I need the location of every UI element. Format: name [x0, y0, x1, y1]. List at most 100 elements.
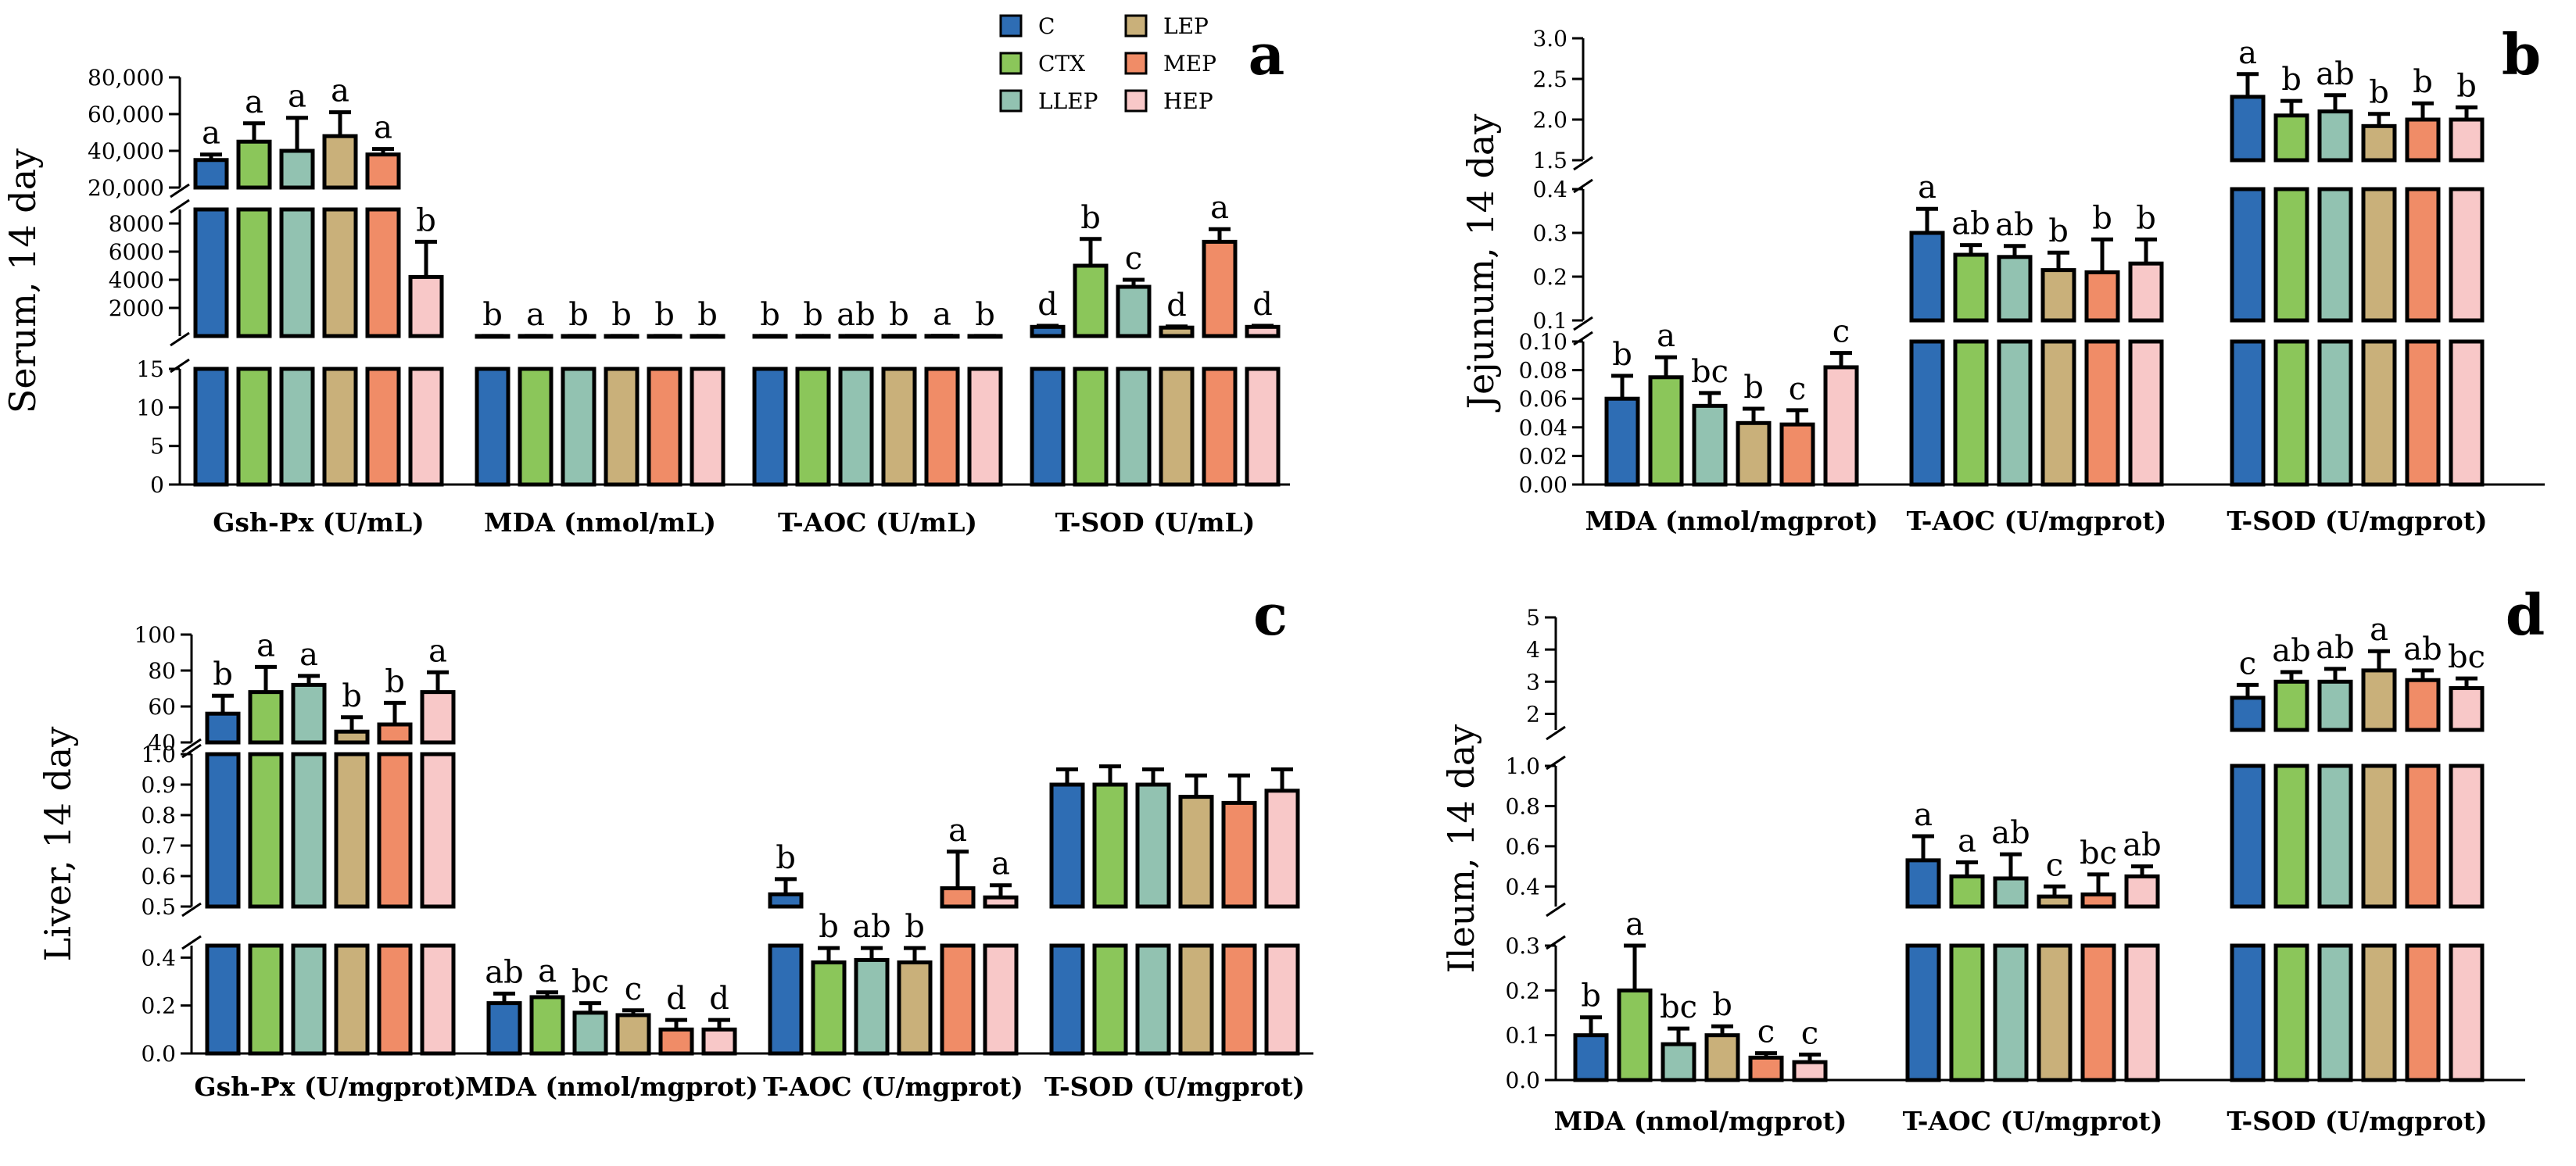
x-category-label: MDA (nmol/mgprot): [465, 1071, 758, 1102]
bar: [193, 207, 229, 338]
x-category-label: Gsh-Px (U/mL): [213, 507, 425, 538]
significance-letter: b: [1080, 200, 1101, 236]
significance-letter: a: [428, 633, 447, 669]
bar: [690, 367, 726, 487]
bar: [2124, 874, 2160, 909]
bar: [1905, 943, 1941, 1082]
bar: [572, 1010, 608, 1056]
y-tick-label: 2.5: [1532, 66, 1567, 92]
significance-letter: bc: [1660, 989, 1697, 1025]
significance-letter: a: [1210, 190, 1229, 226]
significance-letter: d: [666, 981, 686, 1017]
significance-letter: a: [2370, 612, 2388, 648]
x-category-label: MDA (nmol/mgprot): [1585, 506, 1879, 536]
y-tick-label: 0.9: [141, 772, 176, 798]
significance-letter: a: [202, 116, 220, 152]
significance-letter: c: [2046, 847, 2063, 883]
significance-letter: a: [526, 297, 545, 333]
x-category-label: T-AOC (U/mgprot): [1907, 506, 2167, 536]
bar: [811, 960, 847, 1056]
bar: [2084, 270, 2120, 323]
bar: [1704, 1033, 1740, 1082]
bar: [2230, 339, 2266, 487]
significance-letter: bc: [571, 964, 609, 1000]
bar: [2361, 187, 2397, 323]
bar: [365, 152, 401, 190]
significance-letter: a: [1625, 907, 1644, 942]
y-tick-label: 100: [134, 622, 176, 648]
bar: [1648, 375, 1684, 487]
axis-break-mark: [181, 902, 202, 917]
y-tick-label: 60,000: [88, 102, 164, 127]
y-tick-label: 3: [1526, 669, 1540, 695]
bar: [205, 943, 241, 1056]
bar: [236, 367, 272, 487]
axis-break-mark: [170, 331, 190, 347]
bar: [279, 148, 315, 190]
bar: [2317, 764, 2353, 909]
significance-letter: bc: [2448, 639, 2485, 675]
bar: [1604, 396, 1640, 487]
legend-label: C: [1038, 13, 1055, 39]
bar: [2124, 943, 2160, 1082]
significance-letter: b: [889, 297, 909, 333]
bar: [1202, 367, 1238, 487]
legend-label: CTX: [1038, 51, 1085, 77]
significance-letter: ab: [1995, 207, 2033, 243]
significance-letter: a: [331, 73, 349, 109]
panel-letter: c: [1253, 581, 1288, 648]
bar: [2449, 764, 2485, 909]
bar: [1092, 782, 1128, 909]
bar: [1030, 324, 1066, 338]
bar: [322, 134, 358, 190]
significance-letter: a: [933, 297, 951, 333]
bar: [1573, 1033, 1609, 1082]
significance-letter: b: [1581, 978, 1601, 1014]
bar: [193, 367, 229, 487]
bar: [2273, 339, 2309, 487]
bar: [1178, 943, 1214, 1056]
bar: [2361, 339, 2397, 487]
y-tick-label: 0.4: [1532, 177, 1567, 202]
legend-label: MEP: [1163, 51, 1216, 77]
legend-label: HEP: [1163, 88, 1213, 114]
legend: C CTX LLEP LEP MEP HEP: [999, 13, 1216, 114]
bar: [1245, 324, 1281, 338]
significance-letter: a: [374, 110, 392, 146]
y-tick-label: 0.02: [1519, 443, 1567, 469]
bar: [2128, 261, 2164, 323]
bar: [1748, 1055, 1784, 1082]
bar: [248, 943, 284, 1056]
significance-letter: bc: [2080, 835, 2117, 871]
bar: [518, 367, 554, 487]
bar: [924, 367, 960, 487]
bar: [2405, 339, 2441, 487]
significance-letter: d: [1252, 287, 1273, 323]
bar: [334, 943, 370, 1056]
y-tick-label: 4000: [109, 267, 164, 293]
significance-letter: a: [288, 79, 306, 115]
bar: [1073, 263, 1109, 338]
bar: [1997, 255, 2033, 323]
bar: [2040, 339, 2076, 487]
y-tick-label: 60: [148, 694, 176, 720]
significance-letter: ab: [2403, 631, 2442, 667]
y-tick-label: 0.8: [1505, 793, 1540, 819]
bar: [486, 1001, 522, 1056]
axis-break-mark: [181, 935, 202, 950]
bar: [377, 722, 413, 745]
x-category-label: T-SOD (U/mgprot): [1044, 1071, 1305, 1102]
bar: [291, 682, 327, 745]
significance-letter: ab: [837, 297, 875, 333]
bar: [1692, 403, 1728, 487]
bar: [2273, 764, 2309, 909]
y-tick-label: 0.3: [1532, 220, 1567, 246]
axis-break-mark: [181, 743, 202, 759]
y-tick-label: 40,000: [88, 138, 164, 164]
y-tick-label: 2.0: [1532, 107, 1567, 133]
significance-letter: a: [2238, 35, 2257, 71]
y-axis-label: Jejunum, 14 day: [1460, 114, 1502, 413]
significance-letter: b: [905, 909, 925, 945]
